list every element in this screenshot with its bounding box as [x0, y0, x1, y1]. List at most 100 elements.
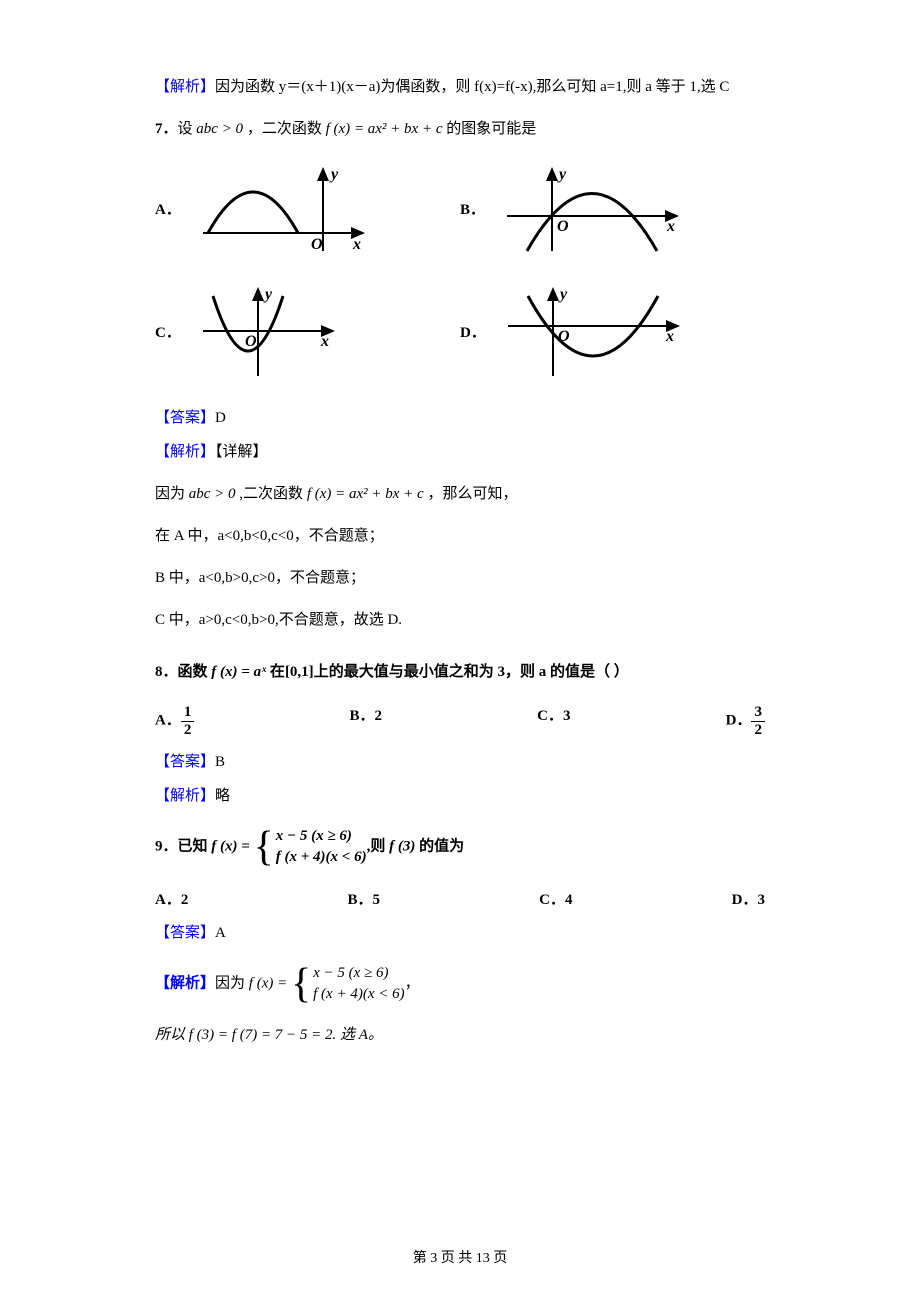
q7-explain-sub: 【详解】	[215, 444, 268, 460]
q7-explain-l2: 在 A 中，a<0,b<0,c<0，不合题意；	[155, 524, 765, 548]
q7-graph-b: y x O	[497, 161, 687, 256]
q9-options: A．2 B．5 C．4 D．3	[155, 888, 765, 909]
q7-option-a: A． y x O	[155, 161, 460, 256]
svg-text:y: y	[558, 286, 568, 303]
q7-answer-label: 【答案】	[155, 410, 215, 426]
q9-number: 9．	[155, 838, 178, 854]
svg-text:x: x	[352, 236, 361, 253]
svg-text:x: x	[666, 218, 675, 235]
q9-func-lhs: f (x) =	[208, 838, 254, 854]
q9-answer: 【答案】A	[155, 921, 765, 945]
brace-icon: {	[254, 826, 274, 868]
q8-opt-b-label: B．	[349, 708, 374, 724]
q7-graph-a: y x O	[193, 161, 373, 256]
q7-func: f (x) = ax² + bx + c	[322, 121, 446, 137]
q7-option-c: C． y x O	[155, 281, 460, 381]
q7-stem: 7．设 abc > 0 ，二次函数 f (x) = ax² + bx + c 的…	[155, 117, 765, 141]
q7-stem-b: ，二次函数	[247, 121, 322, 137]
brace-icon: {	[291, 963, 311, 1005]
q8-opt-a: A．12	[155, 704, 194, 738]
q9-piecewise: {x − 5 (x ≥ 6)f (x + 4)(x < 6)	[254, 826, 367, 868]
q9-answer-val: A	[215, 925, 226, 941]
q8-explain: 【解析】略	[155, 784, 765, 808]
q9-opt-a: A．2	[155, 888, 188, 909]
svg-text:O: O	[558, 328, 570, 345]
svg-text:y: y	[263, 286, 273, 303]
q8-opt-c-label: C．	[537, 708, 563, 724]
q9-answer-label: 【答案】	[155, 925, 215, 941]
q7-opt-a-label: A．	[155, 198, 181, 219]
q9-case1: x − 5 (x ≥ 6)	[276, 826, 367, 847]
q8-opt-b: B．2	[349, 704, 382, 738]
q7-stem-c: 的图象可能是	[446, 121, 536, 137]
q8-func: f (x) = aˣ	[208, 664, 270, 680]
q7-answer-val: D	[215, 410, 226, 426]
q8-explain-text: 略	[215, 788, 230, 804]
q9-explain-l1: 【解析】因为 f (x) = {x − 5 (x ≥ 6)f (x + 4)(x…	[155, 963, 765, 1005]
q6-explain-label: 【解析】	[155, 79, 215, 95]
q7-stem-a: 设	[178, 121, 193, 137]
q7-explain-l4: C 中，a>0,c<0,b>0,不合题意，故选 D.	[155, 608, 765, 632]
q9-exp-a: 因为	[215, 975, 245, 991]
page-footer: 第 3 页 共 13 页	[0, 1247, 920, 1267]
q7-graphs-row2: C． y x O D． y	[155, 281, 765, 381]
svg-text:y: y	[329, 166, 339, 183]
q8-stem-a: 函数	[178, 664, 208, 680]
svg-text:O: O	[557, 218, 569, 235]
q8-stem-c: 上的最大值与最小值之和为 3，则 a 的值是（ ）	[314, 664, 629, 680]
svg-text:y: y	[557, 166, 567, 183]
q7-option-d: D． y x O	[460, 281, 765, 381]
q9-stem-d: 的值为	[419, 838, 464, 854]
q9-opt-d: D．3	[732, 888, 765, 909]
q7-graphs-row1: A． y x O B． y	[155, 161, 765, 256]
q9-opt-b: B．5	[347, 888, 380, 909]
q7-explain-l1: 因为 abc > 0 ,二次函数 f (x) = ax² + bx + c ，那…	[155, 482, 765, 506]
page: 【解析】因为函数 y＝(x＋1)(x－a)为偶函数，则 f(x)=f(-x),那…	[0, 0, 920, 1302]
q9-exp-case2: f (x + 4)(x < 6)	[313, 984, 404, 1005]
q7-exp-l1e: ，那么可知，	[427, 486, 517, 502]
q8-opt-a-label: A．	[155, 712, 181, 728]
q9-exp-func: f (x) =	[245, 975, 291, 991]
q7-number: 7．	[155, 121, 178, 137]
q8-stem-b: 在	[270, 664, 285, 680]
q8-domain: [0,1]	[285, 664, 314, 680]
q8-opt-b-val: 2	[375, 708, 383, 724]
q9-explain-l2: 所以 f (3) = f (7) = 7 − 5 = 2. 选 A。	[155, 1023, 765, 1047]
svg-text:x: x	[320, 333, 329, 350]
q8-a-num: 1	[181, 704, 195, 722]
q7-exp-l1b: abc > 0	[185, 486, 239, 502]
q7-exp-l1d: f (x) = ax² + bx + c	[303, 486, 427, 502]
q7-cond: abc > 0	[193, 121, 247, 137]
q7-explain-l3: B 中，a<0,b>0,c>0，不合题意；	[155, 566, 765, 590]
q8-answer: 【答案】B	[155, 750, 765, 774]
q7-opt-b-label: B．	[460, 198, 485, 219]
q9-exp-case1: x − 5 (x ≥ 6)	[313, 963, 404, 984]
svg-text:O: O	[311, 236, 323, 253]
q9-exp-b: ，	[405, 975, 420, 991]
q7-answer: 【答案】D	[155, 406, 765, 430]
q8-opt-d-label: D．	[726, 712, 752, 728]
svg-text:x: x	[665, 328, 674, 345]
q7-option-b: B． y x O	[460, 161, 765, 256]
q8-explain-label: 【解析】	[155, 788, 215, 804]
q7-graph-c: y x O	[193, 281, 343, 381]
q7-explain-head: 【解析】【详解】	[155, 440, 765, 464]
q7-explain-label: 【解析】	[155, 444, 215, 460]
q7-exp-l1c: ,二次函数	[239, 486, 303, 502]
q9-stem-c: f (3)	[385, 838, 419, 854]
q9-opt-c: C．4	[539, 888, 572, 909]
q8-opt-d: D．32	[726, 704, 765, 738]
q8-a-den: 2	[181, 722, 195, 739]
q7-opt-d-label: D．	[460, 321, 486, 342]
q8-answer-label: 【答案】	[155, 754, 215, 770]
svg-text:O: O	[245, 333, 257, 350]
q8-answer-val: B	[215, 754, 225, 770]
q8-d-num: 3	[751, 704, 765, 722]
q9-stem-b: ,则	[367, 838, 386, 854]
q7-exp-l1a: 因为	[155, 486, 185, 502]
q8-opt-c-val: 3	[563, 708, 571, 724]
q8-options: A．12 B．2 C．3 D．32	[155, 704, 765, 738]
q8-d-den: 2	[751, 722, 765, 739]
q9-stem-a: 已知	[178, 838, 208, 854]
q8-number: 8．	[155, 664, 178, 680]
